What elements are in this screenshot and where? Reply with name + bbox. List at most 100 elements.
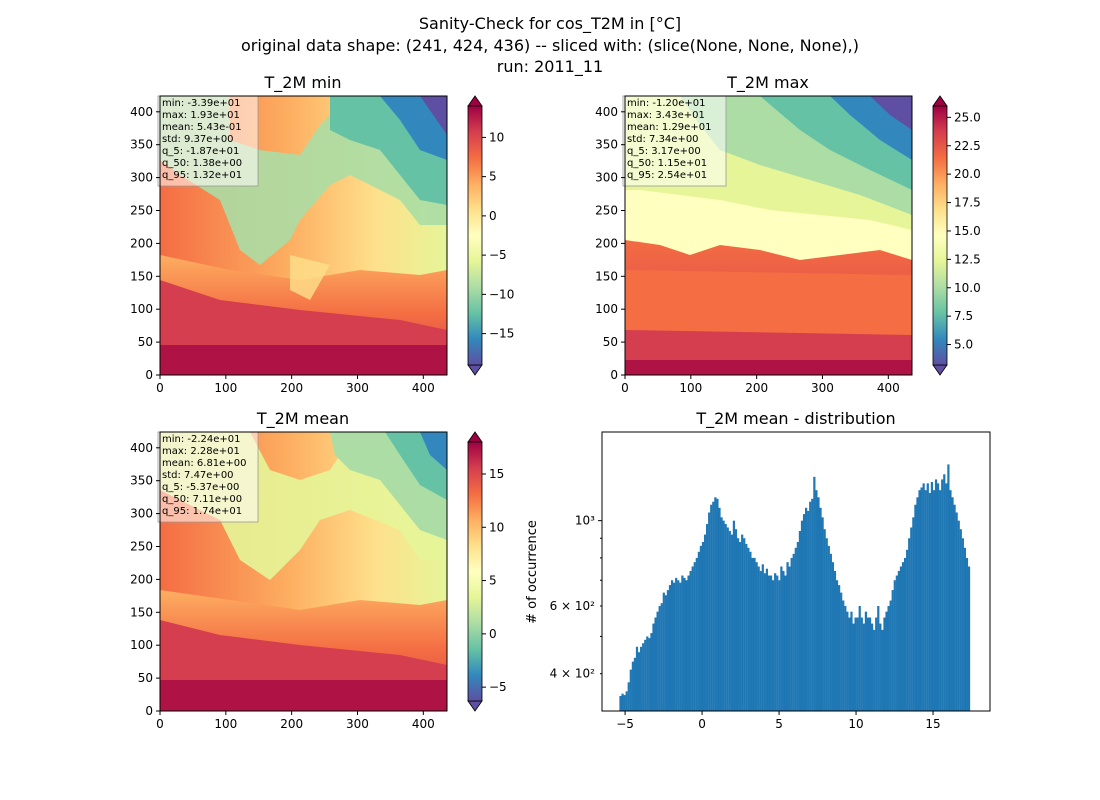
panel-t2m-min: T_2M min min: -3.39e+01 max: 1.93e+01 me… (130, 73, 514, 395)
histogram-bar (788, 566, 791, 711)
histogram-bar (786, 562, 789, 711)
histogram-bar (930, 482, 934, 711)
histogram-bar (660, 603, 663, 711)
histogram-bar (681, 575, 684, 711)
histogram-bar (627, 682, 630, 711)
x-axis: 0 100 200 300 400 (156, 375, 435, 395)
histogram-bar (637, 652, 641, 711)
histogram-bar (652, 623, 655, 711)
colorbar-tick-label: 17.5 (954, 196, 981, 210)
histogram-bar (953, 504, 956, 711)
histogram-bar (965, 557, 969, 711)
panel-title: T_2M mean - distribution (695, 409, 895, 429)
histogram-bar (712, 501, 715, 711)
x-tick-label: 200 (745, 381, 768, 395)
histogram-bar (920, 487, 923, 711)
histogram-bar (893, 580, 896, 711)
colorbar-extend-max (467, 95, 483, 107)
histogram-bar (802, 514, 806, 711)
stat-max: max: 1.93e+01 (162, 110, 240, 121)
histogram-bar (914, 504, 917, 711)
x-tick-label: 15 (925, 717, 940, 731)
histogram-bar (934, 479, 938, 711)
histogram-bar (745, 543, 748, 711)
histogram-bar (619, 696, 622, 711)
histogram-bar (730, 534, 733, 711)
stat-q95: q_95: 1.32e+01 (162, 170, 242, 181)
colorbar: 25.0 22.5 20.0 17.5 15.0 12.5 10.0 7.5 5.0 (932, 95, 981, 376)
histogram-bar (765, 568, 769, 711)
histogram-bar (957, 520, 960, 711)
stat-min: min: -1.20e+01 (627, 98, 706, 109)
y-tick-label: 200 (130, 572, 153, 586)
stat-min: min: -2.24e+01 (162, 434, 241, 445)
histogram-bar (947, 464, 950, 711)
x-axis: 0 100 200 300 400 (156, 711, 435, 731)
histogram-bar (644, 639, 647, 711)
histogram-bar (827, 545, 830, 711)
colorbar: 15 10 5 0 −5 (467, 431, 507, 712)
colorbar-tick-label: −10 (489, 287, 514, 301)
colorbar-tick-label: −5 (489, 248, 507, 262)
histogram-bar (889, 600, 892, 711)
y-tick-label: 100 (595, 302, 618, 316)
histogram-bar (885, 611, 888, 711)
histogram-bar (701, 542, 705, 711)
histogram-bar (648, 638, 651, 711)
stats-box: min: -3.39e+01 max: 1.93e+01 mean: 5.43e… (157, 95, 259, 187)
y-tick-label: 400 (130, 105, 153, 119)
heatmap-image (160, 432, 447, 711)
histogram-bar (949, 490, 952, 711)
y-tick-label: 200 (595, 236, 618, 250)
y-tick-label: 400 (130, 441, 153, 455)
axes-frame (601, 431, 991, 712)
histogram-bar (710, 504, 713, 711)
histogram-bar (687, 575, 690, 711)
histogram-bar (718, 507, 721, 711)
colorbar-gradient (932, 105, 948, 366)
x-tick-label: 400 (877, 381, 900, 395)
stat-mean: mean: 5.43e-01 (162, 122, 242, 133)
histogram-bar (864, 611, 868, 711)
histogram-bar (879, 623, 882, 711)
histogram-bar (734, 529, 738, 711)
axes-frame (159, 95, 448, 376)
colorbar-tick-label: 25.0 (954, 110, 981, 124)
y-axis: 0 50 100 150 200 250 300 350 400 (130, 441, 160, 718)
histogram-bar (716, 498, 719, 711)
histogram-bar (951, 497, 954, 711)
y-tick-label: 150 (130, 605, 153, 619)
y-axis: 0 50 100 150 200 250 300 350 400 (130, 105, 160, 382)
stat-std: std: 7.47e+00 (162, 470, 234, 481)
histogram-bar (796, 542, 799, 711)
x-tick-label: 10 (848, 717, 863, 731)
histogram-bar (640, 646, 643, 711)
histogram-bar (844, 605, 847, 711)
histogram-bar (897, 570, 901, 711)
histogram-bar (961, 538, 964, 711)
histogram-bar (664, 595, 667, 711)
histogram-bar (825, 538, 828, 711)
y-tick-label: 300 (130, 171, 153, 185)
y-tick-label: 0 (610, 368, 618, 382)
histogram-bar (842, 600, 845, 711)
histogram-bar (809, 501, 812, 711)
stat-q5: q_5: 3.17e+00 (627, 146, 701, 157)
histogram-bar (722, 520, 725, 711)
histogram-bar (666, 590, 670, 711)
histogram-bar (757, 566, 760, 711)
y-tick-label: 400 (595, 105, 618, 119)
histogram-bar (903, 557, 907, 711)
histogram-bar (728, 530, 731, 711)
x-tick-label: 100 (214, 717, 237, 731)
y-tick-label: 50 (603, 335, 618, 349)
histogram-bar (751, 557, 754, 711)
histogram-bar (943, 474, 946, 711)
histogram-bar (870, 623, 874, 711)
histogram-bar (854, 617, 857, 711)
histogram-bar (631, 661, 634, 711)
histogram-bar (881, 629, 884, 711)
x-tick-label: 200 (280, 381, 303, 395)
colorbar-tick-label: −15 (489, 327, 514, 341)
axes-frame (624, 95, 913, 376)
